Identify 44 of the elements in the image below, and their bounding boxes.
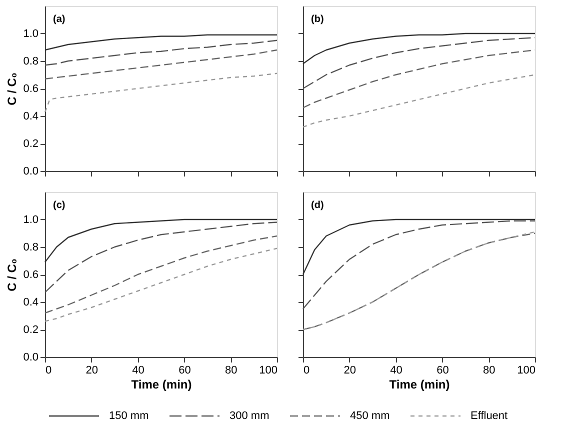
x-tick-label: 40 bbox=[132, 364, 144, 376]
y-tick-label: 1.0 bbox=[23, 28, 38, 40]
y-tick-label: 0.0 bbox=[23, 352, 38, 364]
y-axis-title: C / C₀ bbox=[5, 258, 20, 292]
text: (b) bbox=[311, 14, 324, 25]
x-tick-label: 20 bbox=[86, 364, 98, 376]
x-tick-label: 60 bbox=[178, 364, 191, 376]
legend-label: Effluent bbox=[470, 410, 508, 422]
y-tick-label: 0.4 bbox=[23, 296, 38, 308]
y-tick-label: 0.8 bbox=[23, 242, 38, 254]
text: (c) bbox=[53, 200, 66, 211]
y-tick-label: 0.6 bbox=[23, 269, 38, 281]
y-tick-label: 0.2 bbox=[23, 138, 38, 150]
y-tick-label: 1.0 bbox=[23, 214, 38, 226]
x-tick-label: 80 bbox=[224, 364, 238, 376]
line-series bbox=[44, 40, 278, 66]
line-series bbox=[44, 235, 278, 314]
y-tick-label: 0.2 bbox=[23, 324, 38, 336]
line-series bbox=[44, 34, 278, 51]
x-axis-title: Time (min) bbox=[131, 378, 192, 392]
line-series bbox=[44, 49, 278, 80]
text: (d) bbox=[311, 200, 324, 211]
x-tick-label: 60 bbox=[436, 364, 449, 376]
y-tick-label: 0.0 bbox=[23, 166, 38, 178]
legend-label: 450 mm bbox=[350, 410, 390, 422]
line-series bbox=[44, 72, 278, 112]
legend-label: 150 mm bbox=[109, 410, 149, 422]
line-series bbox=[44, 218, 278, 263]
x-tick-label: 80 bbox=[482, 364, 496, 376]
x-tick-label: 20 bbox=[344, 364, 356, 376]
line-series bbox=[44, 222, 278, 293]
x-tick-label: 40 bbox=[390, 364, 402, 376]
text: (a) bbox=[53, 14, 66, 25]
x-tick-label: 0 bbox=[46, 364, 52, 376]
y-axis-title: C / C₀ bbox=[5, 72, 20, 106]
y-tick-label: 0.6 bbox=[23, 83, 38, 95]
x-tick-label: 100 bbox=[517, 364, 536, 376]
x-tick-label: 0 bbox=[304, 364, 310, 376]
x-axis-title: Time (min) bbox=[389, 378, 450, 392]
line-series bbox=[44, 248, 278, 322]
y-tick-label: 0.4 bbox=[23, 110, 38, 122]
x-tick-label: 100 bbox=[259, 364, 278, 376]
legend-label: 300 mm bbox=[230, 410, 270, 422]
y-tick-label: 0.8 bbox=[23, 56, 38, 68]
